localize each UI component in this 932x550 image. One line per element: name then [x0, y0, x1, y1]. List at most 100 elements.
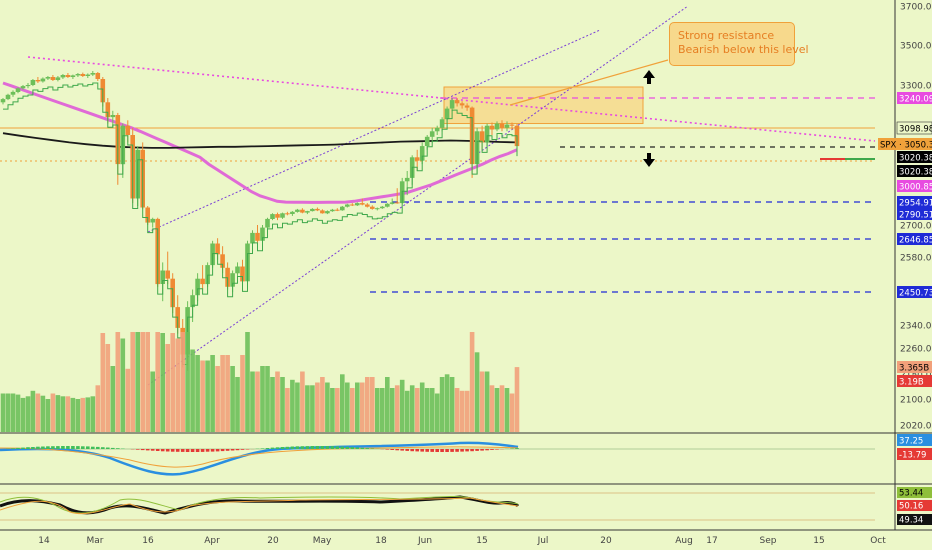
x-tick-label: Mar	[87, 536, 104, 546]
macd-hist-bar	[445, 449, 449, 452]
x-tick-label: 15	[813, 536, 824, 546]
macd-hist-bar	[440, 449, 444, 452]
candle-body	[255, 232, 260, 241]
macd-hist-bar	[225, 449, 230, 451]
macd-hist-bar	[430, 449, 434, 452]
macd-hist-bar	[245, 449, 250, 450]
macd-hist-bar	[106, 447, 110, 449]
volume-bar	[275, 371, 280, 432]
macd-hist-bar	[405, 449, 409, 451]
macd-hist-bar	[470, 449, 474, 452]
price-tag-bg	[897, 165, 932, 177]
candle-body	[439, 119, 445, 128]
volume-bar	[220, 355, 225, 432]
volume-bar	[155, 332, 160, 432]
volume-bar	[389, 388, 395, 432]
candle-body	[499, 123, 505, 128]
volume-bar	[464, 390, 470, 433]
candle-body	[449, 100, 455, 109]
volume-bar	[424, 388, 430, 432]
candle-body	[95, 73, 101, 79]
volume-bar	[439, 377, 445, 432]
macd-hist-bar	[420, 449, 424, 452]
candle-body	[380, 206, 385, 209]
x-tick-label: Aug	[675, 536, 693, 546]
candle-body	[35, 80, 41, 82]
macd-hist-bar	[425, 449, 429, 452]
volume-bar	[115, 332, 121, 432]
macd-hist-bar	[390, 449, 394, 450]
volume-tag-bg	[897, 361, 932, 373]
trailing-stop-line	[3, 82, 518, 365]
x-tick-label: 15	[476, 536, 487, 546]
macd-hist-bar	[16, 447, 20, 449]
price-tag-bg	[897, 151, 932, 163]
volume-bar	[325, 382, 330, 432]
volume-bar	[270, 377, 275, 432]
volume-bar	[434, 393, 440, 432]
volume-bar	[489, 385, 495, 433]
rsi-tag-bg	[897, 500, 932, 511]
candle-body	[200, 278, 205, 285]
price-tag-label: 2954.91	[899, 198, 932, 208]
candle-body	[355, 203, 360, 206]
price-tag-label: SPX · 3050.34	[880, 140, 932, 150]
macd-hist-bar	[175, 449, 180, 452]
volume-bar	[484, 371, 490, 432]
macd-hist-bar	[495, 449, 499, 450]
candle-body	[145, 207, 150, 223]
candle-body	[280, 213, 285, 218]
candle-body	[459, 103, 465, 106]
rsi-tag-bg	[897, 487, 932, 498]
candle-body	[20, 86, 26, 89]
macd-hist-bar	[330, 446, 335, 449]
rsi-tag-bg	[897, 514, 932, 525]
volume-bar	[15, 394, 21, 432]
volume-bar	[145, 332, 150, 432]
volume-bar	[110, 366, 116, 432]
macd-hist-bar	[510, 448, 514, 449]
candles	[0, 71, 520, 371]
volume-bar	[235, 377, 240, 432]
macd-hist-bar	[41, 446, 45, 449]
macd-hist-bar	[111, 447, 115, 449]
y-tick-label: 2260.00	[900, 345, 932, 355]
candle-body	[260, 227, 265, 241]
macd-hist-bar	[145, 449, 150, 451]
candle-body	[215, 243, 220, 255]
volume-bar	[335, 388, 340, 432]
candle-body	[479, 131, 485, 143]
volume-bar	[429, 388, 435, 432]
macd-hist-bar	[220, 449, 225, 452]
candle-body	[70, 75, 76, 77]
volume-bar	[295, 382, 300, 432]
candle-body	[165, 270, 170, 279]
volume-bar	[355, 382, 360, 432]
volume-bar	[35, 393, 41, 432]
macd-hist-bar	[285, 446, 290, 449]
macd-hist-bar	[450, 449, 454, 452]
volume-bar	[315, 382, 320, 432]
volume-bar	[210, 355, 215, 432]
macd-hist-bar	[435, 449, 439, 452]
price-tag-bg	[897, 92, 932, 104]
candle-body	[365, 204, 370, 207]
candle-body	[340, 206, 345, 211]
macd-hist-bar	[26, 447, 30, 449]
volume-bar	[285, 388, 290, 432]
macd-hist-bar	[395, 449, 399, 451]
y-tick-label: 2100.00	[900, 396, 932, 406]
resistance-zone	[443, 86, 644, 125]
volume-bar	[245, 332, 250, 432]
macd-hist-bar	[86, 446, 90, 449]
candle-body	[509, 124, 515, 126]
volume-bar	[95, 385, 101, 433]
volume-bar	[255, 371, 260, 432]
x-tick-label: 16	[142, 536, 154, 546]
macd-hist-bar	[310, 446, 315, 449]
candle-body	[195, 278, 200, 296]
macd-hist-bar	[160, 449, 165, 452]
y-tick-label: 2340.00	[900, 322, 932, 332]
candle-body	[30, 80, 36, 85]
